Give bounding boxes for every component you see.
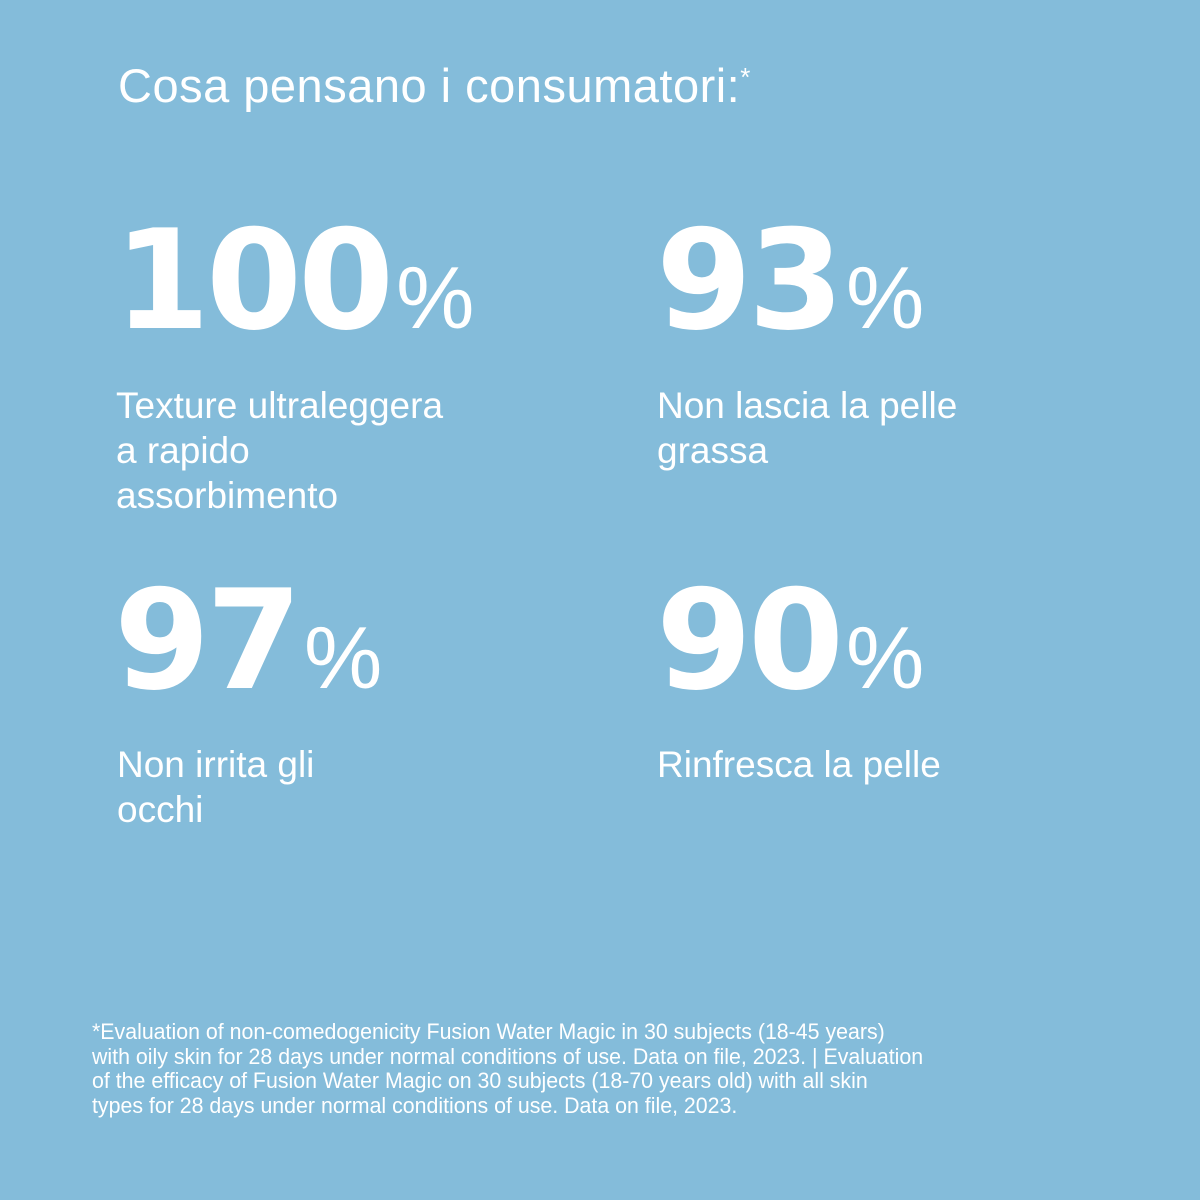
stat-value: 93	[656, 200, 844, 361]
footnote: *Evaluation of non-comedogenicity Fusion…	[92, 1019, 924, 1118]
stat-93: 93%	[656, 212, 924, 350]
stat-value: 100	[114, 200, 394, 361]
footnote-line: with oily skin for 28 days under normal …	[92, 1043, 924, 1069]
stat-100: 100%	[114, 212, 474, 350]
label-line: Rinfresca la pelle	[657, 744, 941, 785]
stat-label: Rinfresca la pelle	[657, 742, 941, 787]
stat-unit: %	[846, 608, 925, 707]
label-line: grassa	[657, 430, 769, 471]
label-line: a rapido	[116, 430, 250, 471]
footnote-line: types for 28 days under normal condition…	[92, 1092, 738, 1118]
stat-value: 90	[656, 560, 844, 721]
stat-label: Non irrita gli occhi	[117, 742, 314, 832]
label-line: Texture ultraleggera	[116, 385, 444, 426]
stat-unit: %	[396, 248, 475, 347]
page-title: Cosa pensano i consumatori:*	[118, 58, 751, 113]
footnote-line: of the efficacy of Fusion Water Magic on…	[92, 1068, 868, 1093]
stat-label: Texture ultraleggera a rapido assorbimen…	[116, 383, 443, 518]
stat-value: 97	[114, 560, 302, 721]
label-line: occhi	[117, 789, 204, 830]
title-text: Cosa pensano i consumatori:	[118, 59, 741, 112]
stat-unit: %	[846, 248, 925, 347]
stat-label: Non lascia la pelle grassa	[657, 383, 957, 473]
footnote-line: *Evaluation of non-comedogenicity Fusion…	[92, 1019, 885, 1044]
stat-unit: %	[304, 608, 383, 707]
label-line: assorbimento	[116, 475, 339, 516]
label-line: Non lascia la pelle	[657, 385, 958, 426]
stat-97: 97%	[114, 572, 382, 710]
label-line: Non irrita gli	[117, 744, 315, 785]
stat-90: 90%	[656, 572, 924, 710]
footnote-marker: *	[740, 62, 751, 92]
